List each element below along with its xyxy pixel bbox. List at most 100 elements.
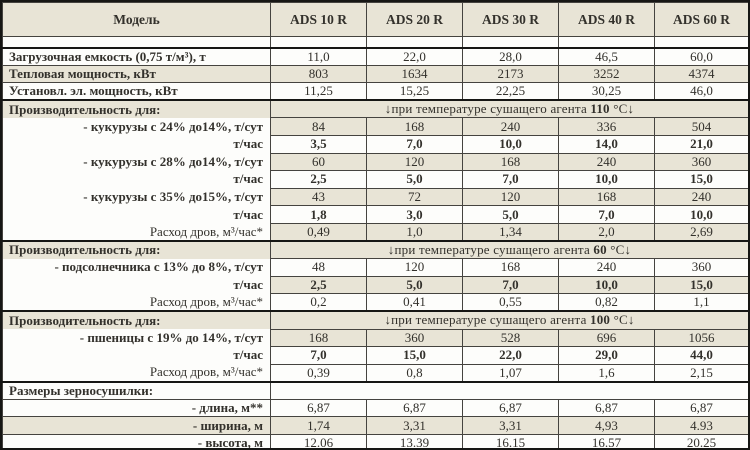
section-title-cell: Производительность для: — [2, 240, 271, 260]
temperature-note-cell: ↓при температуре сушащего агента 110 °C↓ — [270, 99, 748, 119]
value-cell: 46,5 — [558, 46, 655, 66]
value-cell: 15,25 — [366, 82, 463, 101]
value-cell: 10,0 — [654, 205, 748, 224]
temp-note-prefix: ↓при температуре сушащего агента — [384, 101, 591, 117]
section-title-cell: Размеры зерносушилки: — [2, 380, 271, 400]
table-row: - подсолнечника с 13% до 8%, т/сут 48 120 1… — [2, 258, 748, 277]
value-cell: 5,0 — [462, 205, 559, 224]
value-cell: 168 — [462, 152, 559, 172]
value-cell: 1056 — [654, 328, 748, 348]
table-row: Расход дров, м³/час* 0,2 0,41 0,55 0,82 1,1 — [2, 293, 748, 312]
table-row: Расход дров, м³/час* 0,39 0,8 1,07 1,6 2,15 — [2, 363, 748, 383]
table-row: Расход дров, м³/час* 0,49 1,0 1,34 2,0 2,69 — [2, 222, 748, 242]
value-cell: 696 — [558, 328, 655, 348]
value-cell: 22,0 — [366, 46, 463, 66]
section-title-cell: Производительность для: — [2, 99, 271, 119]
value-cell: 240 — [558, 152, 655, 172]
row-label: т/час — [2, 170, 271, 189]
model-header-cell: Модель — [2, 2, 271, 37]
spacer-cell — [366, 36, 463, 49]
value-cell: 10,0 — [558, 275, 655, 295]
table-row: Загрузочная емкость (0,75 т/м³), т 11,0 22… — [2, 46, 748, 66]
value-cell: 20.25 — [654, 434, 748, 448]
value-cell: 13.39 — [366, 434, 463, 448]
row-label: - кукурузы с 24% до14%, т/сут — [2, 117, 271, 136]
value-cell: 3252 — [558, 64, 655, 84]
value-cell: 60 — [270, 152, 367, 172]
value-cell: 1,0 — [366, 222, 463, 242]
temp-note-value: 100 — [590, 312, 611, 328]
row-label: - кукурузы с 35% до15%, т/сут — [2, 188, 271, 207]
value-cell: 1634 — [366, 64, 463, 84]
value-cell: 168 — [558, 187, 655, 207]
value-cell: 44,0 — [654, 346, 748, 365]
section-title-cell: Производительность для: — [2, 310, 271, 330]
table-row: Установл. эл. мощность, кВт 11,25 15,25 22,… — [2, 82, 748, 101]
temp-note-value: 110 — [590, 101, 610, 117]
value-cell: 22,0 — [462, 346, 559, 365]
value-cell: 4.93 — [654, 416, 748, 436]
row-label: Расход дров, м³/час* — [2, 223, 271, 242]
table-header-row: Модель ADS 10 R ADS 20 R ADS 30 R ADS 40 R AD… — [2, 2, 748, 37]
value-cell: 1,74 — [270, 416, 367, 436]
value-cell: 28,0 — [462, 46, 559, 66]
value-cell: 168 — [270, 328, 367, 348]
value-cell: 1,1 — [654, 293, 748, 312]
value-cell: 7,0 — [270, 346, 367, 365]
value-cell: 168 — [366, 117, 463, 136]
value-cell: 60,0 — [654, 46, 748, 66]
table-row: Тепловая мощность, кВт 803 1634 2173 3252 437… — [2, 64, 748, 84]
value-cell: 3,31 — [462, 416, 559, 436]
value-cell: 120 — [462, 187, 559, 207]
header-spacer-row — [2, 36, 748, 49]
value-cell: 528 — [462, 328, 559, 348]
row-label: - высота, м — [2, 434, 271, 448]
temp-note-suffix: °C↓ — [610, 312, 635, 328]
value-cell: 3,0 — [366, 205, 463, 224]
table-row: т/час 2,5 5,0 7,0 10,0 15,0 — [2, 275, 748, 295]
temp-note-value: 60 — [593, 242, 607, 258]
value-cell: 360 — [366, 328, 463, 348]
row-label: - ширина, м — [2, 416, 271, 436]
model-name-cell: ADS 60 R — [654, 2, 748, 37]
value-cell: 2,69 — [654, 222, 748, 242]
value-cell: 504 — [654, 117, 748, 136]
value-cell: 3,5 — [270, 134, 367, 154]
value-cell: 10,0 — [462, 134, 559, 154]
value-cell: 46,0 — [654, 82, 748, 101]
row-label: Расход дров, м³/час* — [2, 364, 271, 383]
value-cell: 0,2 — [270, 293, 367, 312]
value-cell: 0,55 — [462, 293, 559, 312]
value-cell: 14,0 — [558, 134, 655, 154]
row-label: т/час — [2, 346, 271, 365]
value-cell: 6,87 — [462, 398, 559, 418]
spacer-cell — [2, 36, 271, 49]
value-cell: 2,5 — [270, 275, 367, 295]
empty-merged-cell — [270, 380, 748, 400]
value-cell: 72 — [366, 187, 463, 207]
temperature-note-cell: ↓при температуре сушащего агента 100 °C↓ — [270, 310, 748, 330]
row-label: - длина, м** — [2, 398, 271, 418]
spacer-cell — [462, 36, 559, 49]
value-cell: 15,0 — [654, 170, 748, 189]
value-cell: 4374 — [654, 64, 748, 84]
spacer-cell — [654, 36, 748, 49]
row-label: т/час — [2, 276, 271, 295]
value-cell: 15,0 — [366, 346, 463, 365]
table-row: т/час 1,8 3,0 5,0 7,0 10,0 — [2, 205, 748, 224]
value-cell: 0,39 — [270, 363, 367, 383]
row-label: - подсолнечника с 13% до 8%, т/сут — [2, 258, 271, 277]
table-row: т/час 3,5 7,0 10,0 14,0 21,0 — [2, 134, 748, 154]
value-cell: 7,0 — [366, 134, 463, 154]
value-cell: 7,0 — [462, 170, 559, 189]
value-cell: 4,93 — [558, 416, 655, 436]
performance-title-row: Производительность для: ↓при температуре … — [2, 310, 748, 330]
value-cell: 22,25 — [462, 82, 559, 101]
table-row: - кукурузы с 28% до14%, т/сут 60 120 168 240… — [2, 152, 748, 172]
value-cell: 29,0 — [558, 346, 655, 365]
row-label: - пшеницы с 19% до 14%, т/сут — [2, 329, 271, 348]
spacer-cell — [270, 36, 367, 49]
value-cell: 3,31 — [366, 416, 463, 436]
row-label: т/час — [2, 205, 271, 224]
row-label: - кукурузы с 28% до14%, т/сут — [2, 153, 271, 172]
